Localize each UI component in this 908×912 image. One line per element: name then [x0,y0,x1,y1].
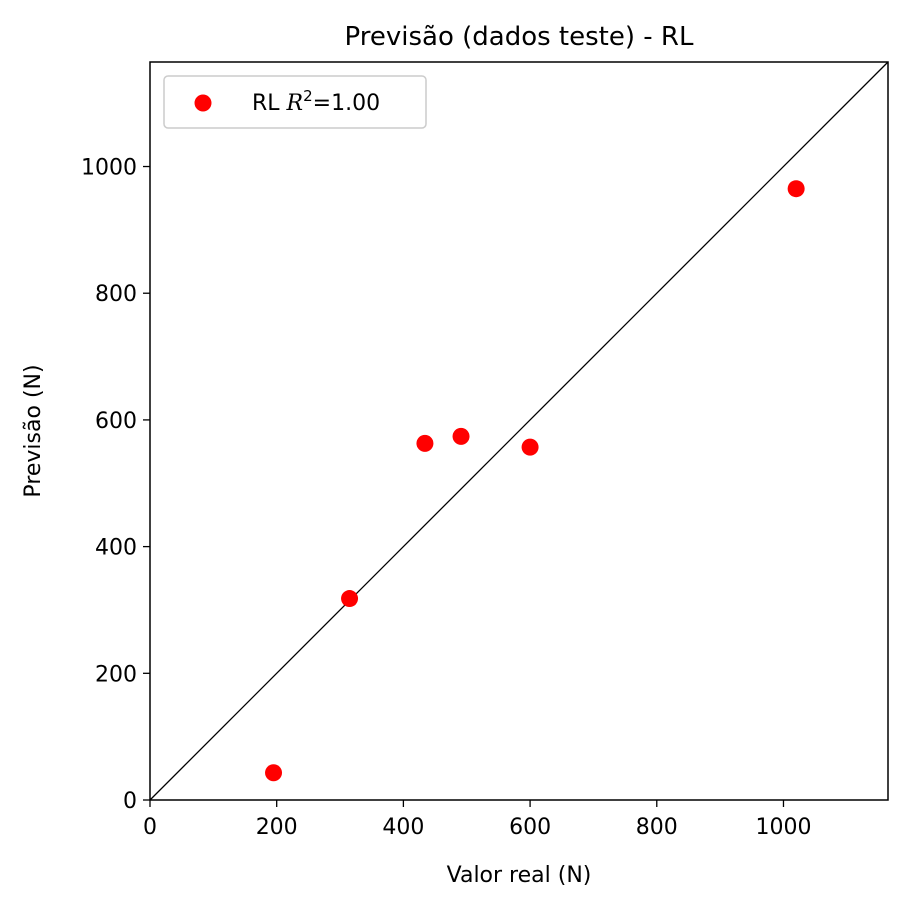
legend-label: RL R2=1.00 [252,87,380,116]
legend-box [163,75,427,129]
data-point [521,438,539,456]
legend-suffix: =1.00 [313,91,380,116]
chart-title: Previsão (dados teste) - RL [345,22,694,52]
reference-line [149,61,889,801]
x-axis-label: Valor real (N) [447,863,592,888]
data-point [452,427,470,445]
y-tick-label: 1000 [81,156,137,181]
x-tick-label: 400 [382,815,424,840]
legend-math-symbol: R [286,91,304,116]
y-tick-label: 0 [123,789,137,814]
x-tick-label: 600 [509,815,551,840]
plot-area [149,61,889,801]
data-point [787,180,805,198]
x-tick-label: 1000 [755,815,811,840]
legend-superscript: 2 [303,87,313,105]
axes: 0 200 400 600 800 1000 0 200 400 600 800 1000 [81,61,889,840]
y-tick-label: 600 [95,409,137,434]
x-tick-label: 200 [256,815,298,840]
legend-prefix: RL [252,91,287,116]
data-point [265,764,283,782]
x-tick-label: 0 [143,815,157,840]
y-tick-label: 400 [95,536,137,561]
y-tick-label: 200 [95,662,137,687]
x-tick-label: 800 [636,815,678,840]
y-axis-label: Previsão (N) [21,364,46,497]
y-tick-label: 800 [95,282,137,307]
plot-frame [149,61,889,801]
data-point [416,434,434,452]
legend: RL R2=1.00 [163,75,427,129]
legend-marker [194,94,212,112]
data-point [341,590,359,608]
